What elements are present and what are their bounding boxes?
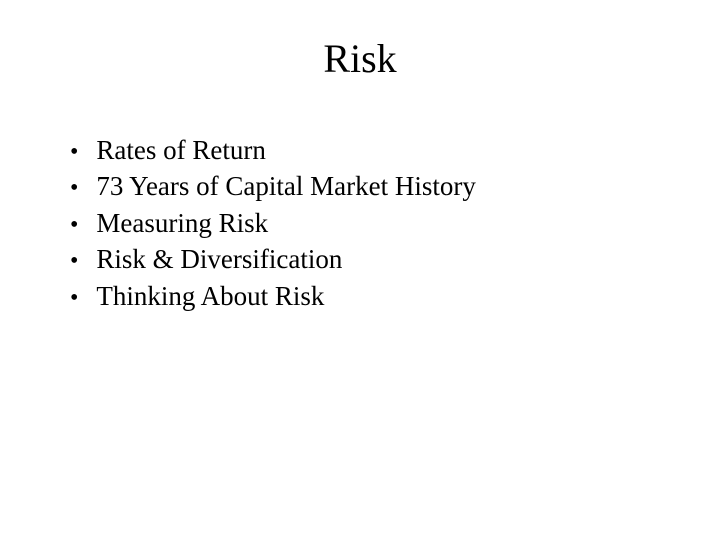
slide-title: Risk	[50, 35, 670, 82]
bullet-icon: •	[70, 209, 78, 241]
bullet-text: 73 Years of Capital Market History	[96, 168, 475, 204]
bullet-text: Risk & Diversification	[96, 241, 342, 277]
bullet-text: Measuring Risk	[96, 205, 268, 241]
bullet-icon: •	[70, 172, 78, 204]
list-item: • Thinking About Risk	[70, 278, 670, 314]
list-item: • Rates of Return	[70, 132, 670, 168]
bullet-text: Rates of Return	[96, 132, 265, 168]
list-item: • Risk & Diversification	[70, 241, 670, 277]
list-item: • 73 Years of Capital Market History	[70, 168, 670, 204]
bullet-icon: •	[70, 282, 78, 314]
bullet-icon: •	[70, 245, 78, 277]
list-item: • Measuring Risk	[70, 205, 670, 241]
bullet-icon: •	[70, 136, 78, 168]
bullet-text: Thinking About Risk	[96, 278, 324, 314]
bullet-list: • Rates of Return • 73 Years of Capital …	[50, 132, 670, 314]
